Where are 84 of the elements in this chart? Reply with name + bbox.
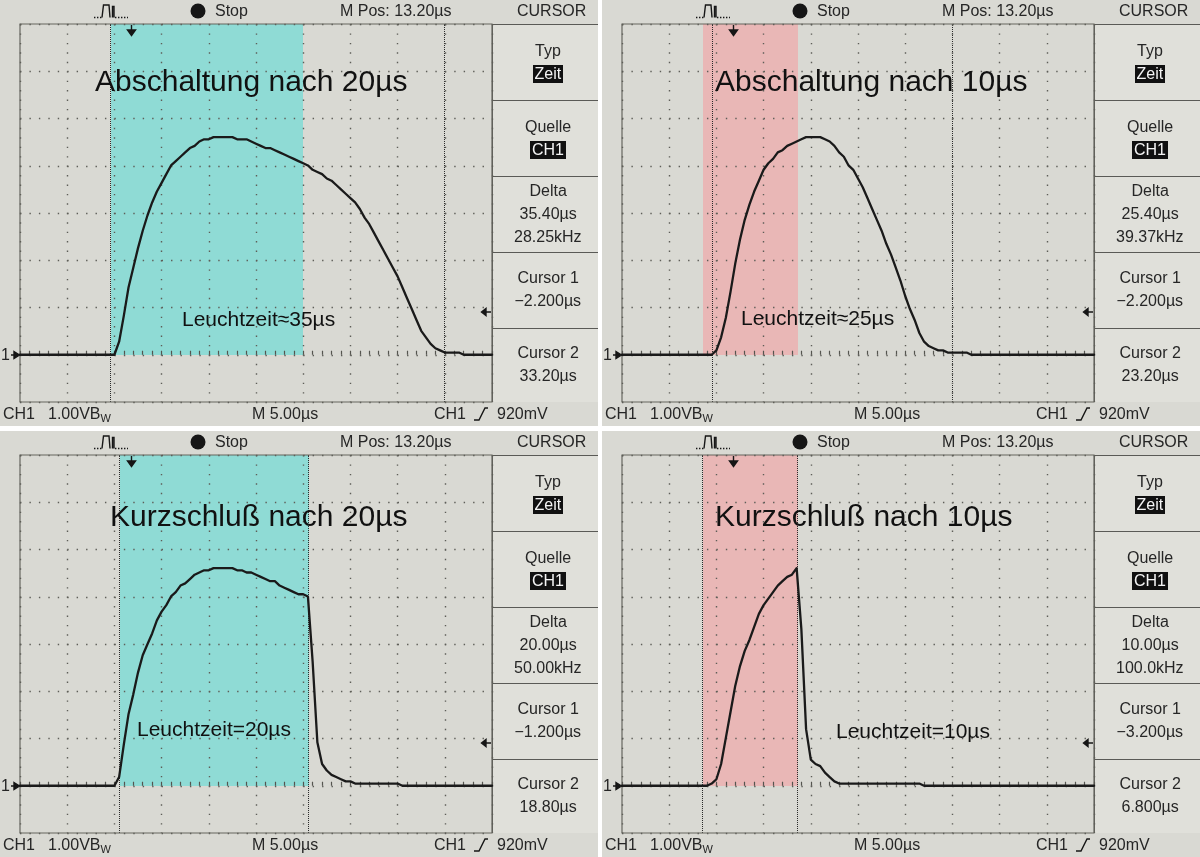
text: M 5.00µs [252,405,319,423]
text: Cursor 2 [1119,344,1181,362]
text: CH1 [605,836,638,854]
text: 1 [1,776,10,795]
text: M Pos: 13.20µs [340,433,452,451]
chart-title: Kurzschluß nach 20µs [110,498,408,532]
text: Cursor 1 [517,700,579,718]
text: Stop [817,2,850,20]
text: M 5.00µs [854,405,921,423]
text: 920mV [1099,405,1150,423]
text: 920mV [497,405,548,423]
text: Quelle [525,118,572,136]
text: Quelle [525,549,572,567]
text: Typ [1137,42,1163,60]
text: 1.00VB$_{W}$ [48,405,111,424]
text: Typ [535,42,561,60]
text: Quelle [1127,118,1174,136]
text: 6.800µs [1121,798,1179,816]
text: −2.200µs [1116,292,1184,310]
text: CH1 [1036,836,1069,854]
text: −3.200µs [1116,723,1184,741]
text: CURSOR [1119,2,1189,20]
text: CH1 [530,141,567,159]
text: M 5.00µs [854,836,921,854]
text: Cursor 1 [1119,700,1181,718]
text: 10.00µs [1121,636,1179,654]
text: CH1 [605,405,638,423]
text: Delta [529,613,567,631]
text: CH1 [3,836,36,854]
text: CH1 [3,405,36,423]
text: Stop [215,2,248,20]
chart-title: Abschaltung nach 10µs [715,63,1028,97]
text: CH1 [1132,572,1169,590]
text: CH1 [434,836,467,854]
text: 28.25kHz [514,228,582,246]
text: Cursor 2 [1119,775,1181,793]
text: Stop [817,433,850,451]
text: Typ [1137,473,1163,491]
text: Cursor 1 [517,269,579,287]
text: Zeit [532,65,564,83]
text: M 5.00µs [252,836,319,854]
text: Cursor 2 [517,344,579,362]
text: Stop [215,433,248,451]
text: Zeit [1134,65,1166,83]
text: 920mV [497,836,548,854]
text: Cursor 2 [517,775,579,793]
text: 920mV [1099,836,1150,854]
text: CH1 [1036,405,1069,423]
text: 1 [603,345,612,364]
text: 35.40µs [519,205,577,223]
text: 1.00VB$_{W}$ [650,836,713,855]
text: Cursor 1 [1119,269,1181,287]
text: Delta [529,182,567,200]
text: Quelle [1127,549,1174,567]
text: 20.00µs [519,636,577,654]
text: CH1 [434,405,467,423]
text: CH1 [530,572,567,590]
text: 23.20µs [1121,367,1179,385]
text: CURSOR [1119,433,1189,451]
text: CURSOR [517,2,587,20]
text: 25.40µs [1121,205,1179,223]
text: M Pos: 13.20µs [942,2,1054,20]
text: CURSOR [517,433,587,451]
text: Delta [1131,182,1169,200]
text: 1.00VB$_{W}$ [650,405,713,424]
text: 1 [1,345,10,364]
text: 50.00kHz [514,659,582,677]
text: 33.20µs [519,367,577,385]
text: 1.00VB$_{W}$ [48,836,111,855]
text: Typ [535,473,561,491]
text: 18.80µs [519,798,577,816]
text: Zeit [1134,496,1166,514]
text: 39.37kHz [1116,228,1184,246]
text: M Pos: 13.20µs [340,2,452,20]
chart-title: Abschaltung nach 20µs [95,63,408,97]
text: −2.200µs [514,292,582,310]
text: M Pos: 13.20µs [942,433,1054,451]
text: −1.200µs [514,723,582,741]
text: Zeit [532,496,564,514]
text: 100.0kHz [1116,659,1184,677]
chart-title: Kurzschluß nach 10µs [715,498,1013,532]
text: 1 [603,776,612,795]
text: CH1 [1132,141,1169,159]
text: Delta [1131,613,1169,631]
